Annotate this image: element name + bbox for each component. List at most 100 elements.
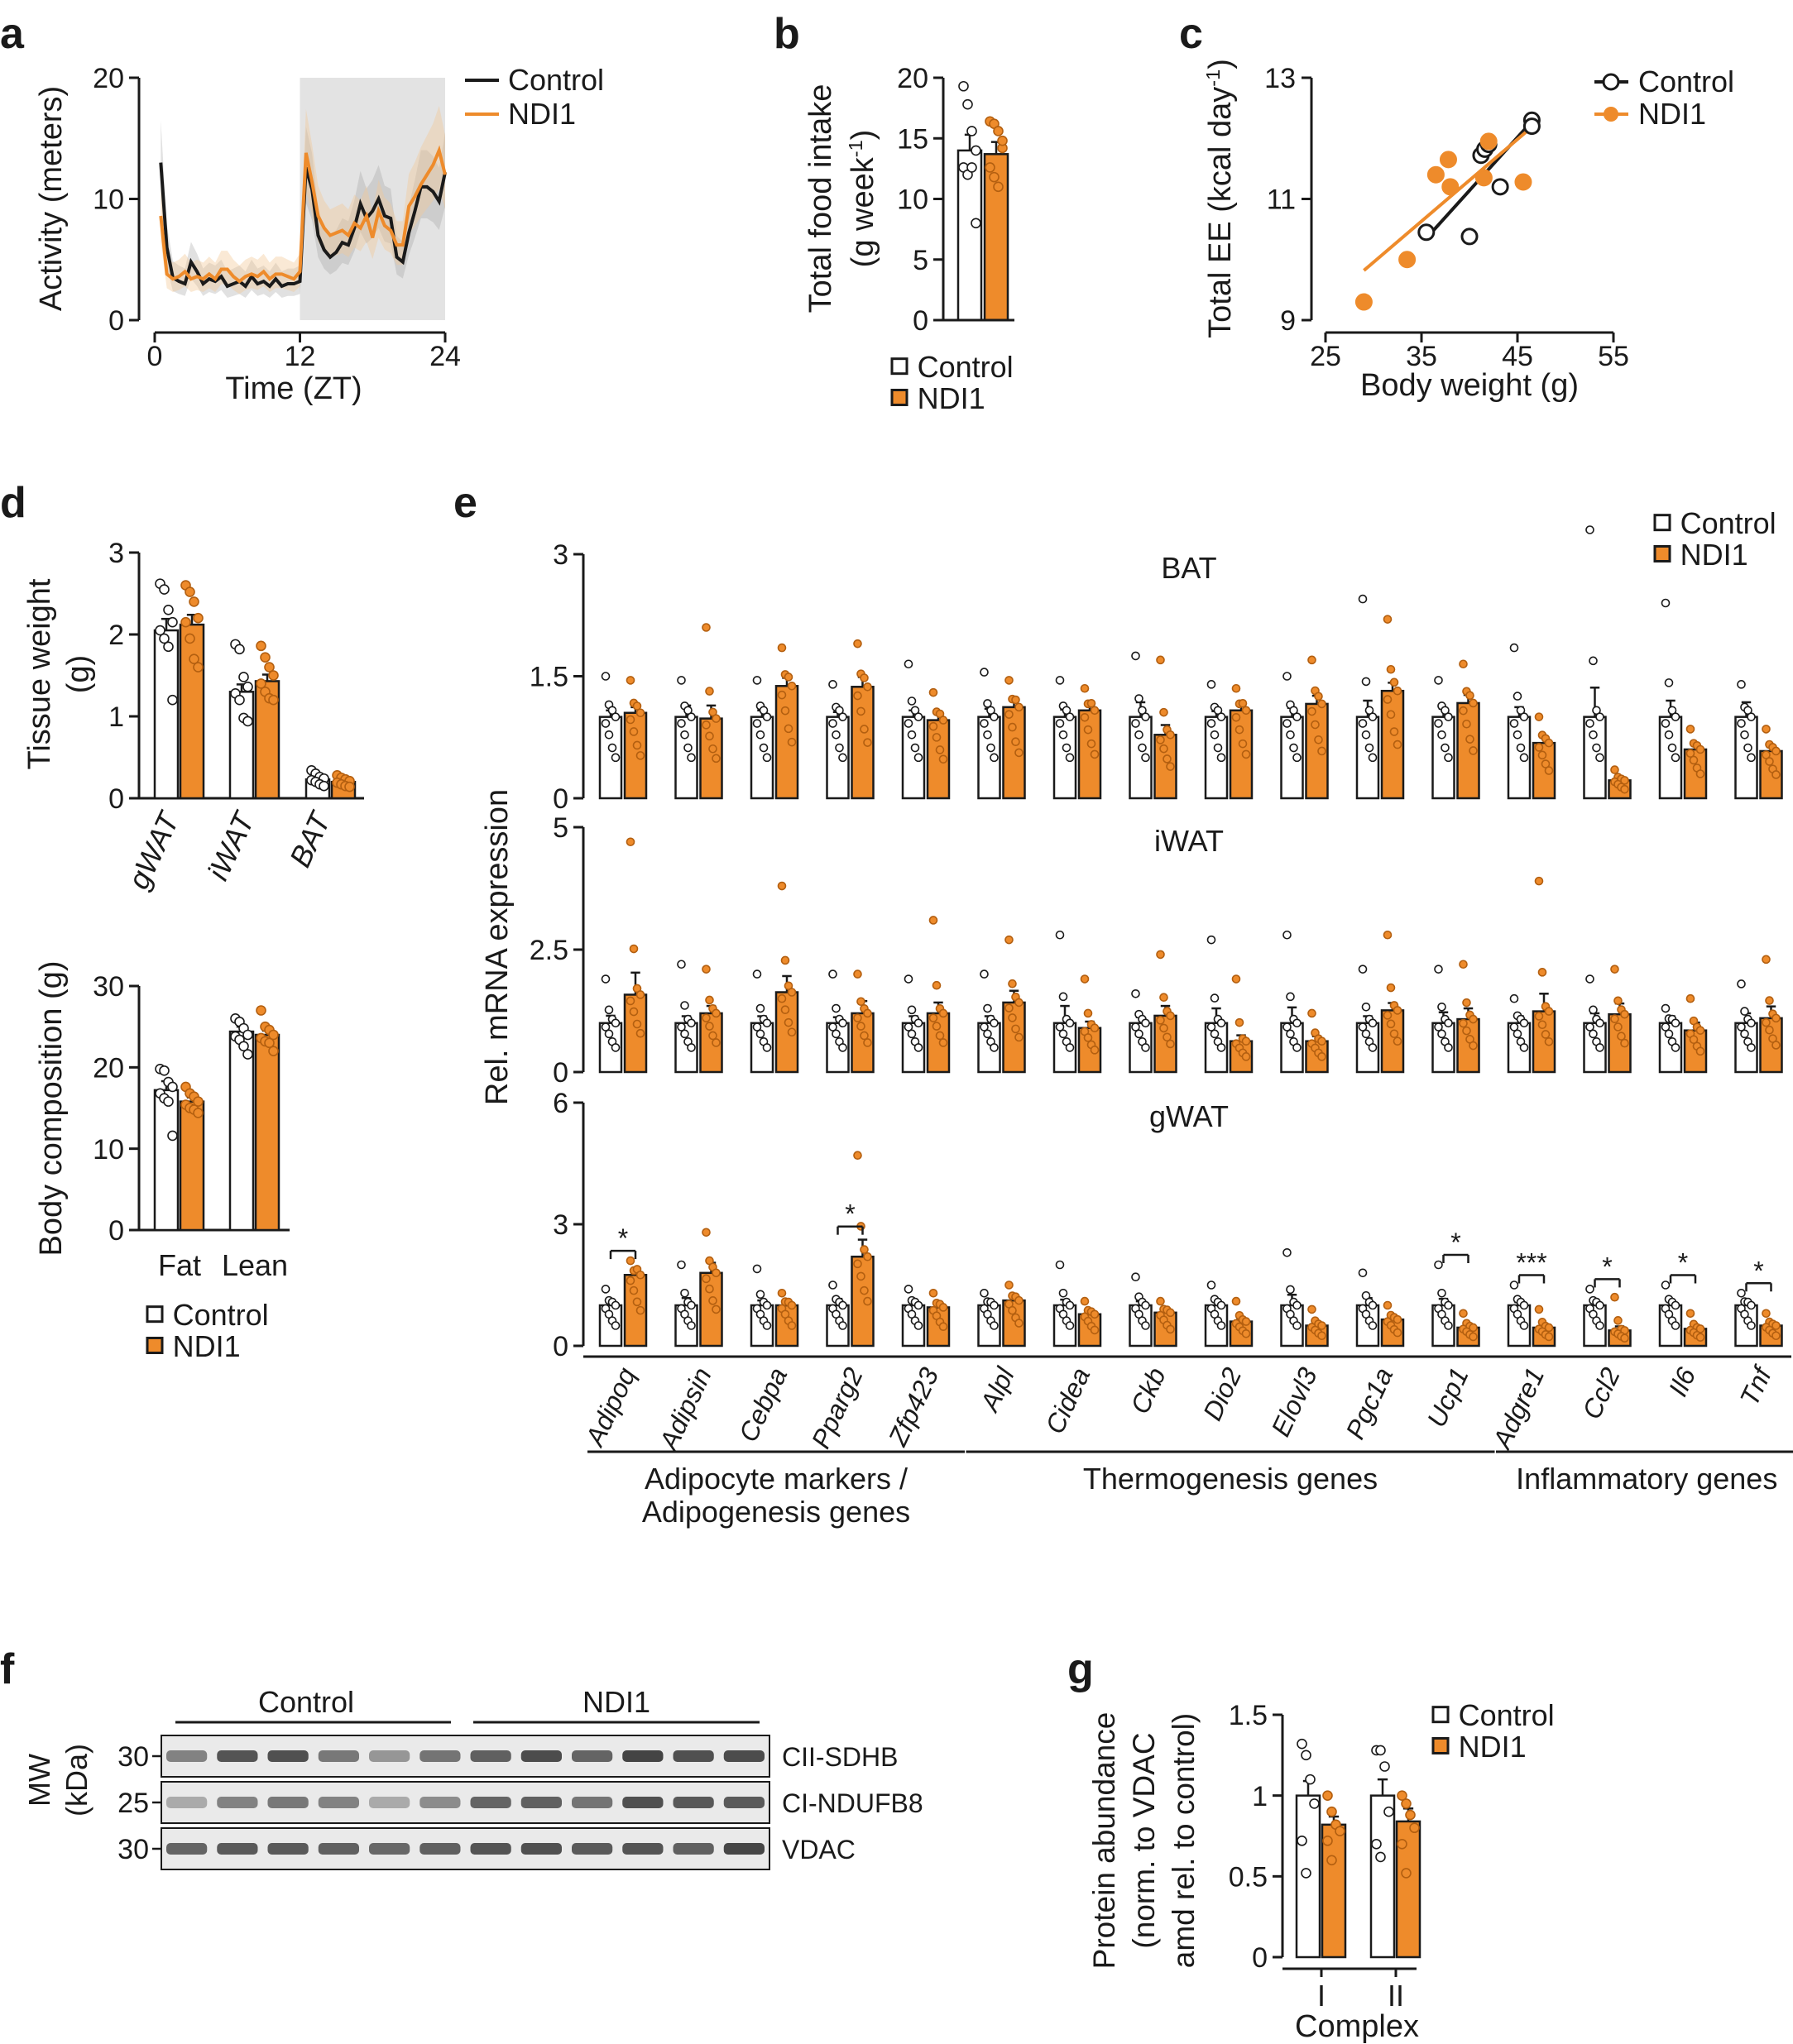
data-point [1231, 1296, 1241, 1306]
data-point [1771, 1041, 1781, 1050]
data-point [1292, 712, 1302, 721]
data-point [344, 781, 355, 792]
data-point [971, 218, 981, 229]
data-point [907, 730, 917, 740]
data-point [677, 676, 686, 685]
blot-band [217, 1797, 258, 1808]
data-point [752, 719, 762, 728]
y-tick-label: 0 [553, 783, 568, 815]
data-point [1213, 743, 1223, 753]
blot-band [520, 1797, 562, 1808]
panel-f-western-blot: Control NDI1 30 CII-SDHB 25 CI-NDUFB8 30 VDAC MW… [22, 1685, 923, 1870]
data-point [1375, 1745, 1386, 1756]
data-point [163, 1096, 174, 1107]
data-point [1534, 712, 1544, 721]
legend-control-label: Control [1638, 65, 1734, 98]
dark-phase-shading [300, 78, 445, 320]
data-point [1014, 748, 1024, 758]
data-point [1743, 743, 1752, 753]
data-point [1004, 1003, 1014, 1012]
bar-control-cebpa [750, 716, 774, 800]
y-axis-title-2: (norm. to VDAC [1127, 1732, 1161, 1948]
data-point [1462, 719, 1471, 729]
x-tick-label-ckb: Ckb [1124, 1363, 1172, 1419]
data-point [1383, 1300, 1393, 1310]
data-point [626, 676, 635, 685]
mw-axis-title: MW [22, 1754, 56, 1807]
data-point [752, 676, 762, 685]
y-tick-label: 11 [1267, 184, 1296, 216]
data-point [193, 1108, 204, 1118]
data-point [904, 1285, 913, 1294]
y-tick-label: 2.5 [530, 935, 568, 966]
data-point [1519, 1321, 1529, 1330]
label-part: ) [1203, 59, 1238, 69]
panel-label-c: c [1179, 10, 1203, 58]
data-point [856, 706, 865, 716]
blot-band [723, 1750, 765, 1762]
data-point [1055, 719, 1065, 728]
data-point [1689, 1035, 1699, 1045]
data-point [985, 162, 995, 173]
scatter-point-ndi1 [1354, 293, 1373, 311]
data-point [1361, 1029, 1371, 1039]
data-point [838, 712, 847, 721]
y-tick-label: 1.5 [1229, 1700, 1268, 1731]
data-point [1014, 1032, 1024, 1042]
data-point [787, 988, 797, 997]
data-point [1737, 719, 1746, 728]
data-point [626, 996, 635, 1006]
blot-band [166, 1797, 208, 1808]
data-point [932, 1022, 942, 1031]
data-point [913, 712, 923, 721]
y-tick-label: 30 [93, 971, 124, 1003]
data-point [1234, 1017, 1244, 1027]
data-point [1393, 1036, 1402, 1046]
significance-label: * [1450, 1228, 1460, 1257]
x-tick-label: 12 [285, 341, 316, 372]
data-point [863, 1296, 872, 1306]
data-point [632, 701, 642, 711]
data-point [242, 1049, 253, 1060]
data-point [1289, 743, 1298, 753]
data-point [1405, 1809, 1416, 1821]
data-point [1383, 1011, 1393, 1020]
legend-ndi1-marker [1604, 107, 1618, 122]
panel-label-g: g [1067, 1645, 1094, 1693]
data-point [1383, 1806, 1394, 1817]
data-point [860, 1031, 869, 1041]
data-point [1771, 1013, 1781, 1023]
data-point [705, 687, 714, 696]
data-point [242, 716, 253, 727]
data-point [752, 1022, 762, 1032]
data-point [787, 1321, 797, 1330]
data-point [762, 712, 772, 721]
data-point [1695, 1026, 1705, 1035]
y-tick-label: 2 [108, 620, 124, 651]
data-point [1444, 712, 1453, 721]
data-point [980, 668, 989, 677]
data-point [1307, 655, 1316, 665]
data-point [1210, 1029, 1220, 1039]
data-point [828, 680, 837, 689]
data-point [712, 1038, 721, 1047]
data-point [268, 1029, 279, 1041]
data-point [1459, 1309, 1468, 1319]
data-point [1441, 743, 1450, 753]
mw-label: 30 [117, 1834, 149, 1865]
data-point [1695, 744, 1705, 754]
data-point [1141, 753, 1150, 763]
data-point [1083, 1008, 1093, 1018]
y-tick-label: 3 [553, 539, 568, 571]
series-line-ndi1 [159, 145, 447, 284]
data-point [1509, 719, 1519, 728]
data-point [1282, 1022, 1292, 1032]
data-point [962, 98, 973, 110]
label-part: Total food intake [803, 84, 838, 314]
data-point [1544, 1323, 1554, 1333]
data-point [1206, 680, 1216, 689]
data-point [1364, 743, 1374, 753]
data-point [938, 716, 948, 725]
data-point [1206, 1280, 1216, 1290]
data-point [1083, 725, 1093, 735]
